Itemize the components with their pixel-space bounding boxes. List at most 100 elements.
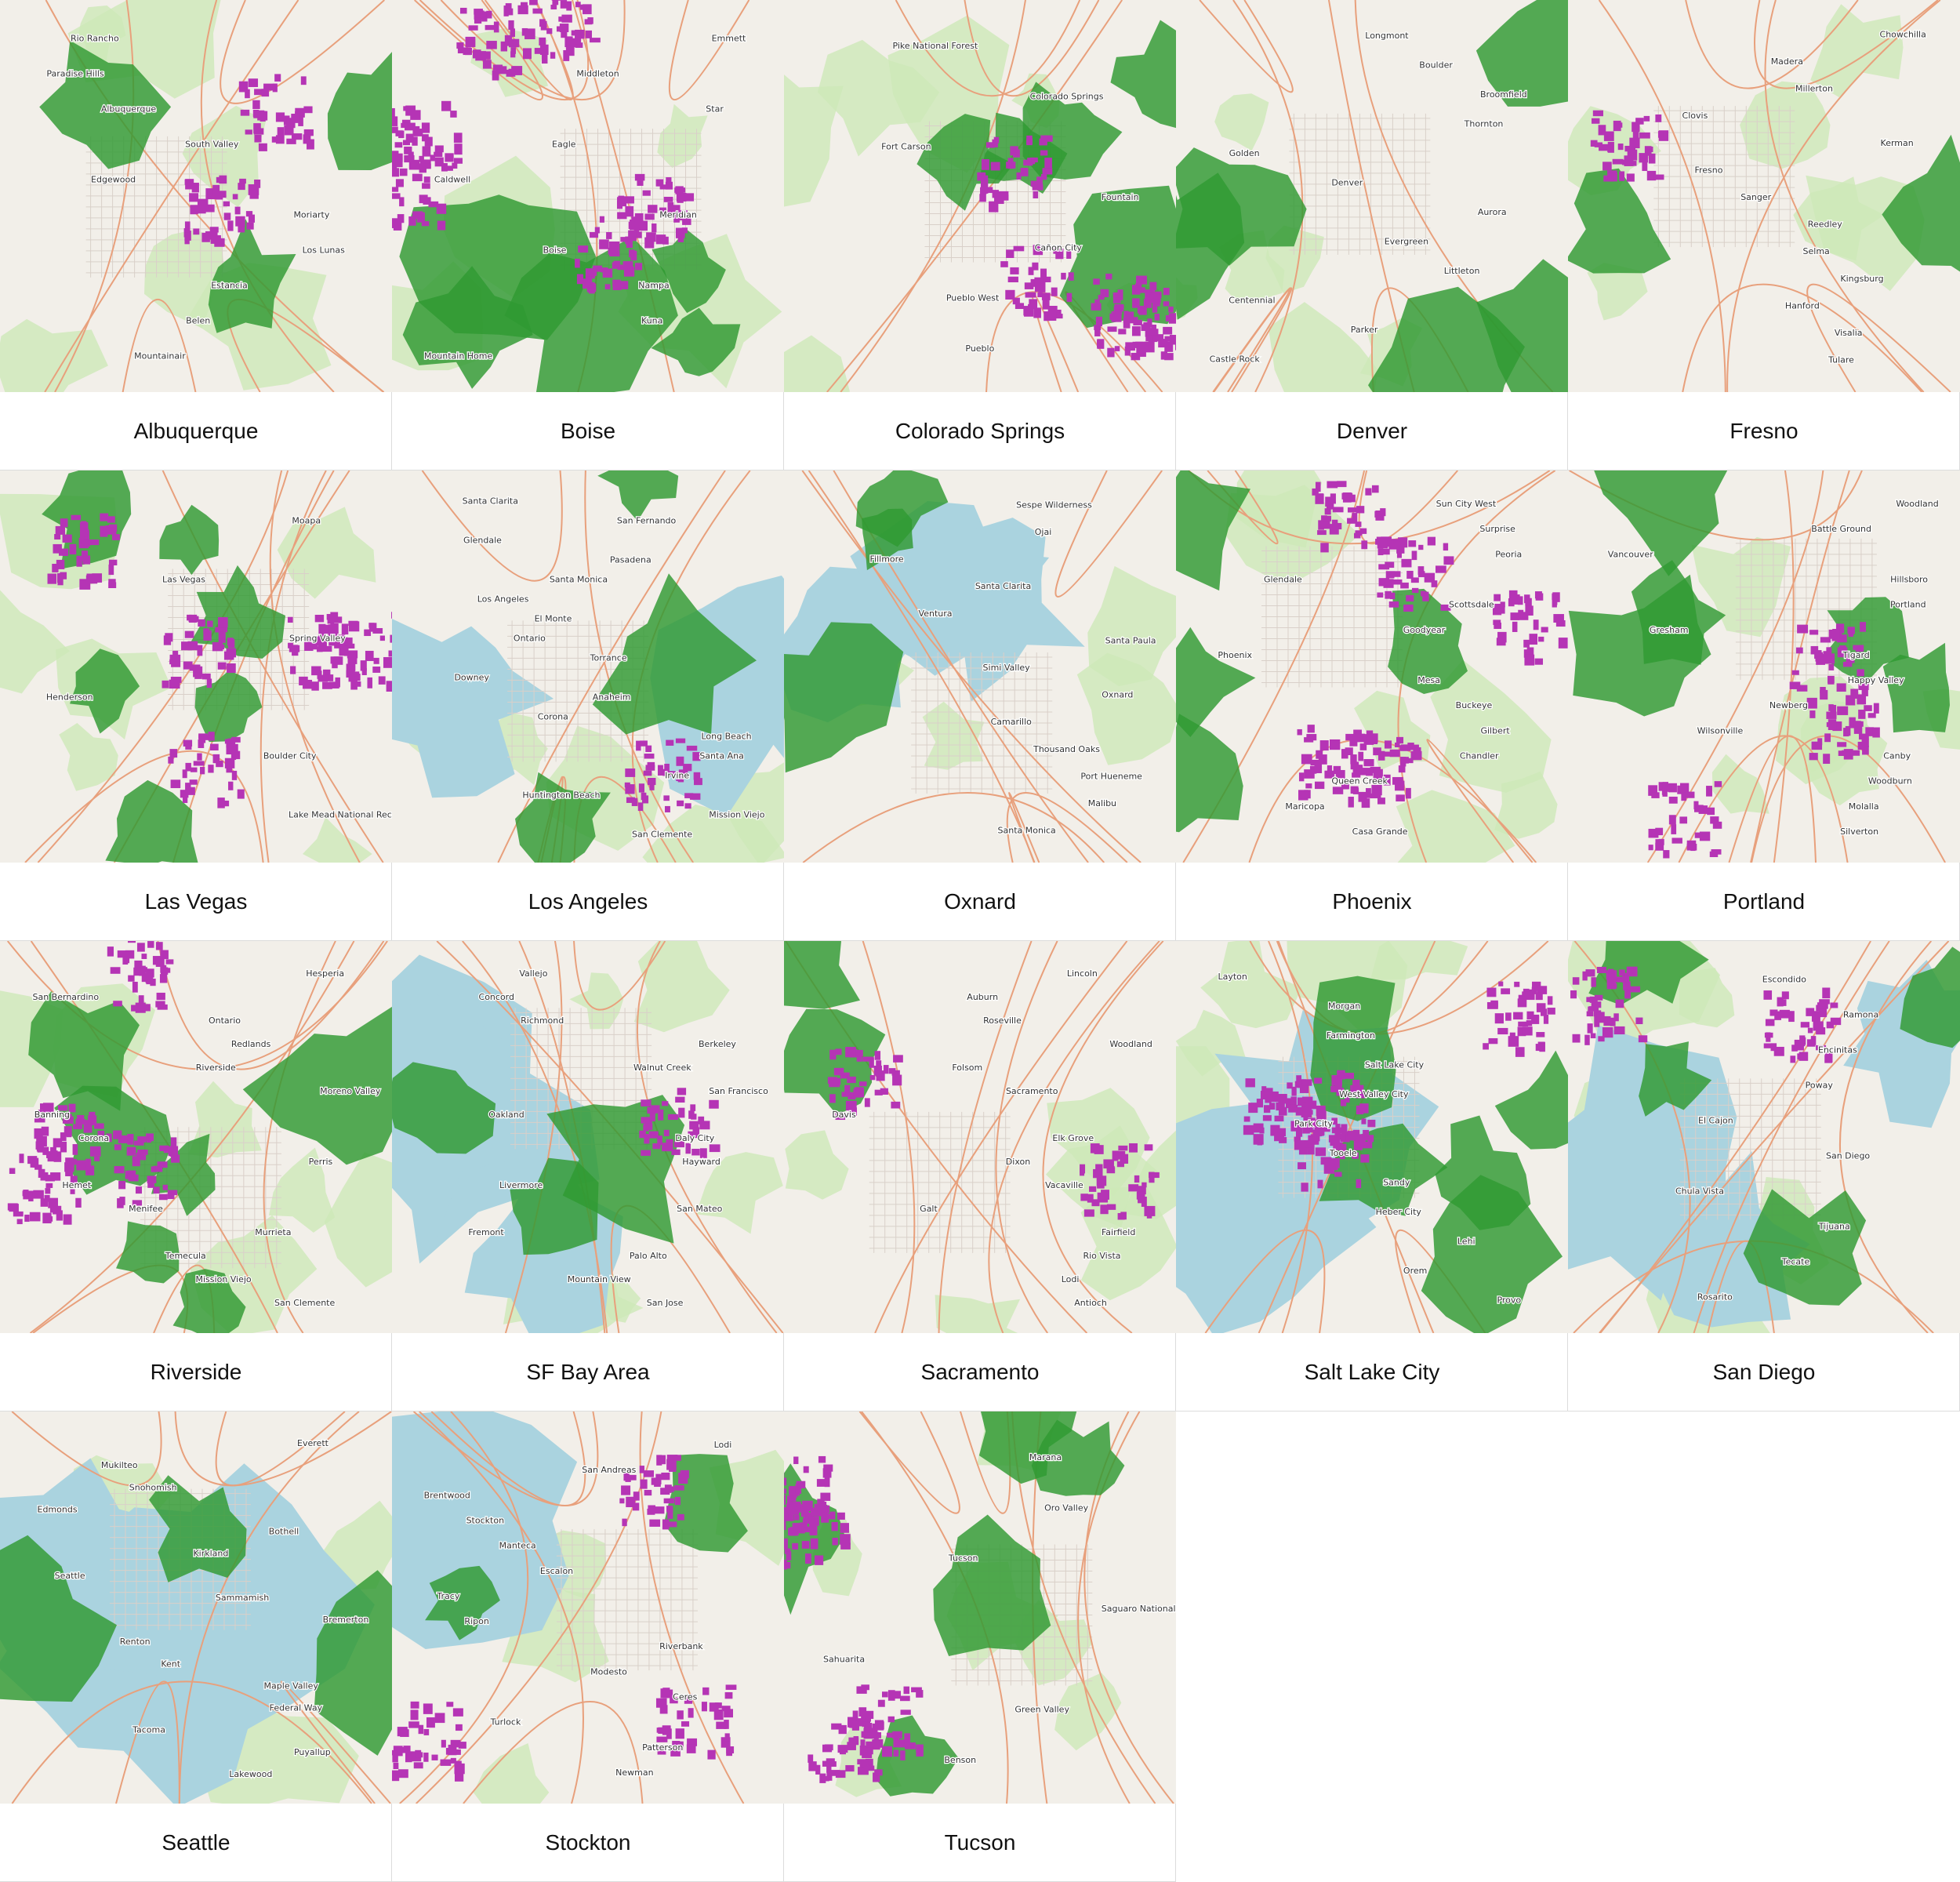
map-tile[interactable]: Vallejo Concord Richmond Berkeley Walnut Cre… <box>392 941 784 1412</box>
place-label: Stockton <box>466 1516 504 1526</box>
highlight-overlay <box>1648 781 1722 859</box>
map-image: Emmett Middleton Star Eagle Caldwell Meridian… <box>392 0 784 392</box>
road <box>1199 0 1294 93</box>
highlight-overlay <box>1312 481 1392 553</box>
highlight-overlay <box>619 1455 689 1530</box>
map-tile[interactable]: Longmont Boulder Broomfield Thornton Golden D… <box>1176 0 1568 470</box>
place-label: Mountain View <box>568 1274 631 1284</box>
place-label: Boise <box>543 245 567 256</box>
map-tile[interactable]: Lincoln Auburn Roseville Woodland Folsom Sacr… <box>784 941 1176 1412</box>
road <box>1754 0 1939 89</box>
place-label: Kerman <box>1881 138 1914 148</box>
map-tile[interactable]: Sespe Wilderness Ojai Fillmore Santa Clarit… <box>784 470 1176 941</box>
map-image: Lincoln Auburn Roseville Woodland Folsom Sacr… <box>784 941 1176 1333</box>
place-label: Woodburn <box>1868 776 1912 787</box>
highlight-overlay <box>162 614 237 689</box>
protected-land-overlay <box>42 470 132 569</box>
park-area <box>59 723 118 791</box>
highlight-overlay <box>616 173 695 245</box>
map-tile[interactable]: Woodland Battle Ground Vancouver Hillsboro P… <box>1568 470 1960 941</box>
park-area <box>0 590 70 694</box>
map-tile[interactable]: Marana Oro Valley Tucson Saguaro National P… <box>784 1412 1176 1882</box>
place-label: San Clemente <box>632 830 692 840</box>
protected-land-overlay <box>1421 1175 1563 1333</box>
highlight-overlay <box>848 1684 924 1760</box>
protected-land-overlay <box>1568 574 1711 717</box>
place-label: Santa Monica <box>550 575 608 585</box>
map-tile[interactable]: Sun City West Surprise Peoria Glendale Scott… <box>1176 470 1568 941</box>
place-label: Corona <box>78 1133 109 1143</box>
place-label: Simi Valley <box>983 663 1031 673</box>
protected-land-overlay <box>151 1133 216 1216</box>
protected-land-overlay <box>1568 168 1671 274</box>
place-label: Glendale <box>1264 575 1302 585</box>
place-label: Castle Rock <box>1210 354 1261 364</box>
map-tile[interactable]: Santa Clarita San Fernando Glendale Pasaden… <box>392 470 784 941</box>
place-label: Marana <box>1029 1452 1062 1462</box>
water-body <box>1176 1102 1377 1333</box>
park-area <box>303 817 372 863</box>
place-label: Saguaro National Park <box>1102 1604 1176 1614</box>
place-label: Malibu <box>1088 798 1116 808</box>
place-label: Happy Valley <box>1848 675 1904 685</box>
place-label: Walnut Creek <box>633 1063 691 1073</box>
place-label: Hayward <box>682 1157 720 1167</box>
highlight-overlay <box>34 1103 105 1178</box>
map-tile[interactable]: Rio Rancho Paradise Hills Albuquerque South… <box>0 0 392 470</box>
place-label: Farmington <box>1327 1030 1375 1041</box>
road <box>1598 0 1726 392</box>
place-label: Buckeye <box>1456 700 1493 710</box>
place-label: Banning <box>34 1110 70 1120</box>
highlight-overlay <box>168 732 245 808</box>
map-tile[interactable]: Hesperia San Bernardino Ontario Redlands Riv… <box>0 941 392 1412</box>
place-label: Emmett <box>712 34 746 44</box>
place-label: Lake Mead National Recreation Area <box>289 810 392 820</box>
place-label: Chula Vista <box>1675 1186 1724 1197</box>
place-label: Belen <box>186 316 210 326</box>
protected-land-overlay <box>39 40 172 169</box>
place-label: Woodland <box>1109 1039 1152 1049</box>
park-area <box>1214 93 1269 151</box>
place-label: Canby <box>1883 751 1911 761</box>
road <box>1599 941 1871 1333</box>
road <box>1707 1240 1775 1333</box>
map-image: Escondido Ramona Encinitas Poway El Cajon San… <box>1568 941 1960 1333</box>
place-label: Middleton <box>576 69 619 79</box>
place-label: Centennial <box>1229 295 1275 305</box>
place-label: Oro Valley <box>1044 1502 1088 1513</box>
place-label: Paradise Hills <box>46 69 104 79</box>
place-label: Brentwood <box>424 1490 470 1500</box>
place-label: Los Lunas <box>303 245 346 256</box>
map-tile[interactable]: Everett Mukilteo Snohomish Edmonds Bothell Ki… <box>0 1412 392 1882</box>
highlight-overlay <box>1570 966 1648 1045</box>
map-tile[interactable]: Emmett Middleton Star Eagle Caldwell Meridian… <box>392 0 784 470</box>
place-label: Encinitas <box>1818 1045 1857 1055</box>
highlight-overlay <box>977 135 1053 213</box>
highlight-overlay <box>1806 683 1880 765</box>
highlight-overlay <box>1492 590 1568 666</box>
map-tile[interactable]: Pike National Forest Colorado Springs Fort… <box>784 0 1176 470</box>
protected-land-overlay <box>784 622 904 773</box>
highlight-overlay <box>784 1455 833 1536</box>
map-image: Everett Mukilteo Snohomish Edmonds Bothell Ki… <box>0 1412 392 1804</box>
place-label: Maricopa <box>1285 801 1324 812</box>
place-label: Palo Alto <box>630 1251 667 1261</box>
map-tile[interactable]: Chowchilla Madera Millerton Clovis Kerman Fre… <box>1568 0 1960 470</box>
place-label: Poway <box>1806 1081 1834 1091</box>
map-tile[interactable]: Moapa Las Vegas Spring Valley Henderson Boul… <box>0 470 392 941</box>
map-caption: Los Angeles <box>528 889 648 914</box>
highlight-overlay <box>456 2 528 81</box>
highlight-overlay <box>392 100 463 172</box>
place-label: Peoria <box>1495 549 1522 559</box>
road <box>1232 0 1304 392</box>
map-caption: Portland <box>1722 889 1806 914</box>
map-tile[interactable]: Layton Morgan Farmington Salt Lake City West… <box>1176 941 1568 1412</box>
road <box>1213 287 1293 392</box>
place-label: Albuquerque <box>101 104 157 114</box>
map-tile[interactable]: Lodi San Andreas Brentwood Stockton Manteca E… <box>392 1412 784 1882</box>
map-tile[interactable]: Escondido Ramona Encinitas Poway El Cajon San… <box>1568 941 1960 1412</box>
place-label: Livermore <box>499 1180 543 1190</box>
map-image: Hesperia San Bernardino Ontario Redlands Riv… <box>0 941 392 1333</box>
place-label: Sammamish <box>216 1593 269 1603</box>
place-label: Rio Vista <box>1083 1251 1120 1261</box>
